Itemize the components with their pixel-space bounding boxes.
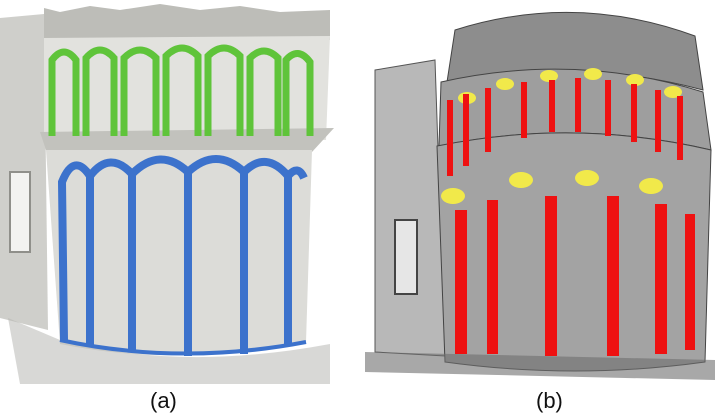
annex-window [394,219,418,295]
ground-scatter [8,318,330,384]
capitals [441,68,682,204]
mesh-model-b [365,11,715,380]
upper-red-columns [447,78,683,176]
panel-a-caption: (a) [150,388,177,413]
base-curve [59,338,307,356]
lower-arcade-columns [57,155,308,356]
lower-drum-b [436,132,712,372]
ground-b [365,352,715,380]
roof-edge [44,4,330,40]
lower-drum [46,150,312,356]
side-window [9,171,31,253]
upper-arcade-columns [48,44,314,136]
panel-b-caption: (b) [536,388,563,413]
point-cloud-model-a [0,4,334,384]
annex-wall [374,59,446,357]
lower-red-columns [455,196,695,356]
